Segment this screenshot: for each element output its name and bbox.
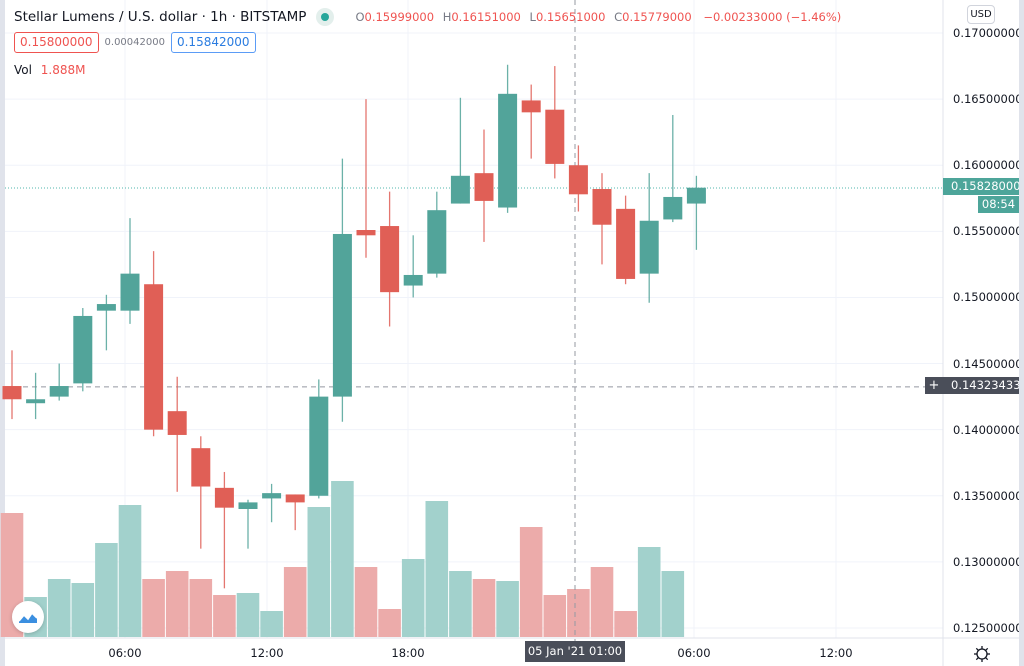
chart-legend: Stellar Lumens / U.S. dollar · 1h · BITS… — [14, 8, 841, 26]
high-value: 0.16151000 — [451, 10, 521, 24]
settings-gear-icon[interactable] — [972, 644, 992, 664]
price-tick-label: 0.15500000 — [953, 224, 1023, 239]
crosshair-time-tag: 05 Jan '21 01:00 — [525, 641, 625, 662]
bid-ask-row: 0.15800000 0.00042000 0.15842000 — [14, 32, 256, 53]
bar-countdown: 08:54 — [978, 196, 1019, 213]
price-tick-label: 0.14000000 — [953, 422, 1023, 437]
last-price-tag: 0.15828000 — [943, 178, 1021, 195]
time-tick-label: 12:00 — [819, 646, 853, 660]
volume-legend[interactable]: Vol 1.888M — [14, 63, 86, 77]
time-tick-label: 18:00 — [391, 646, 425, 660]
logo-icon — [18, 611, 38, 623]
low-value: 0.15651000 — [535, 10, 606, 24]
volume-value: 1.888M — [40, 63, 86, 77]
price-tick-label: 0.15000000 — [953, 290, 1023, 305]
sell-price-button[interactable]: 0.15800000 — [14, 32, 99, 53]
market-status-icon[interactable] — [316, 8, 335, 26]
spread-value: 0.00042000 — [104, 37, 165, 48]
time-tick-label: 06:00 — [677, 646, 711, 660]
time-tick-label: 06:00 — [108, 646, 142, 660]
price-tick-label: 0.14500000 — [953, 356, 1023, 371]
price-tick-label: 0.13000000 — [953, 554, 1023, 569]
tradingview-logo[interactable] — [12, 601, 44, 633]
ohlc-values: O0.15999000 H0.16151000 L0.15651000 C0.1… — [350, 10, 841, 24]
open-value: 0.15999000 — [364, 10, 435, 24]
buy-price-button[interactable]: 0.15842000 — [170, 32, 256, 53]
price-tick-label: 0.16500000 — [953, 92, 1023, 107]
price-tick-label: 0.13500000 — [953, 488, 1023, 503]
high-label: H — [442, 10, 452, 24]
volume-label: Vol — [14, 63, 32, 77]
symbol-title[interactable]: Stellar Lumens / U.S. dollar · 1h · BITS… — [14, 9, 307, 25]
change-value: −0.00233000 (−1.46%) — [703, 10, 842, 24]
close-label: C — [614, 10, 623, 24]
price-tick-label: 0.17000000 — [953, 26, 1023, 40]
add-alert-plus-button[interactable]: + — [925, 377, 943, 394]
currency-button[interactable]: USD — [967, 5, 995, 24]
open-label: O — [355, 10, 365, 24]
close-value: 0.15779000 — [622, 10, 692, 24]
time-tick-label: 12:00 — [250, 646, 284, 660]
crosshair-price-tag: 0.14323433 — [943, 377, 1021, 394]
left-toolbar-edge — [0, 0, 5, 666]
price-tick-label: 0.12500000 — [953, 621, 1023, 635]
price-tick-label: 0.16000000 — [953, 158, 1023, 173]
low-label: L — [529, 10, 536, 24]
right-panel-edge — [1019, 0, 1024, 666]
